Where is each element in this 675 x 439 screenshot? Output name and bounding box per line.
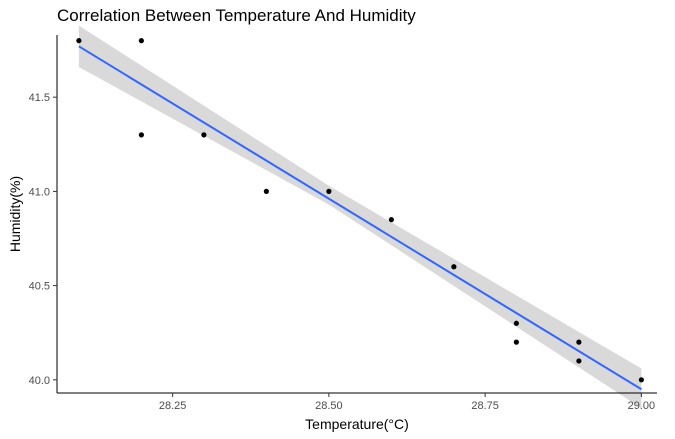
data-point	[263, 188, 269, 194]
data-point	[576, 358, 582, 364]
data-point	[138, 38, 144, 44]
trendline	[78, 45, 642, 391]
x-axis-title: Temperature(°C)	[305, 416, 409, 432]
data-point	[76, 38, 82, 44]
data-point	[201, 132, 207, 138]
data-point	[388, 217, 394, 223]
y-tick-label: 41.0	[29, 186, 50, 198]
y-tick-label: 41.5	[29, 92, 50, 104]
points-layer	[76, 38, 644, 383]
x-tick-label: 28.50	[315, 400, 343, 412]
trendline-layer	[78, 45, 642, 391]
chart-title: Correlation Between Temperature And Humi…	[57, 6, 416, 25]
x-axis-ticks: 28.25 28.50 28.75 29.00	[159, 393, 655, 412]
data-point	[638, 377, 644, 383]
x-tick-label: 28.25	[159, 400, 187, 412]
y-axis-title: Humidity(%)	[7, 176, 23, 252]
y-tick-label: 40.0	[29, 375, 50, 387]
x-tick-label: 29.00	[628, 400, 656, 412]
data-point	[451, 264, 457, 270]
data-point	[576, 339, 582, 345]
data-point	[513, 339, 519, 345]
y-axis-ticks: 40.0 40.5 41.0 41.5	[29, 92, 57, 387]
data-point	[326, 188, 332, 194]
data-point	[138, 132, 144, 138]
data-point	[513, 320, 519, 326]
x-tick-label: 28.75	[471, 400, 499, 412]
y-tick-label: 40.5	[29, 281, 50, 293]
